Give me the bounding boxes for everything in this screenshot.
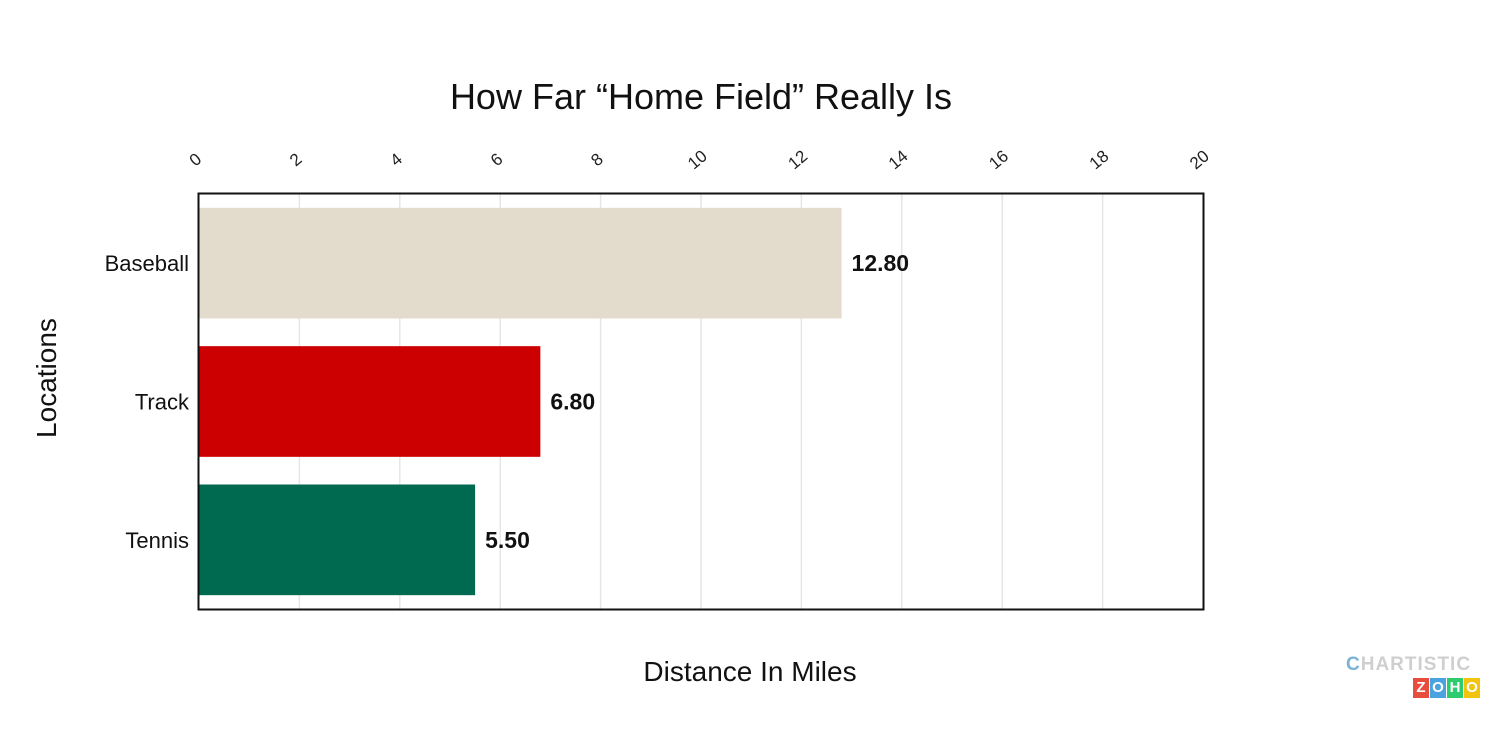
x-tick-label: 4 <box>387 149 406 170</box>
zoho-letter: H <box>1447 678 1463 698</box>
data-label: 5.50 <box>485 527 530 553</box>
x-tick-label: 0 <box>186 149 205 170</box>
plot-area-border <box>197 192 1205 611</box>
bar-track[interactable] <box>199 346 541 457</box>
x-axis-ticks: 0 2 4 6 8 10 12 14 16 18 20 <box>186 146 1213 173</box>
bar-tennis[interactable] <box>199 484 476 596</box>
chart-title: How Far “Home Field” Really Is <box>450 76 952 117</box>
category-label: Baseball <box>105 251 189 276</box>
x-tick-label: 10 <box>684 146 711 173</box>
x-axis-title: Distance In Miles <box>643 656 856 687</box>
x-tick-label: 2 <box>286 149 305 170</box>
data-labels: 12.80 6.80 5.50 <box>485 250 909 553</box>
x-tick-label: 6 <box>487 149 506 170</box>
zoho-letter: O <box>1430 678 1446 698</box>
zoho-letter: Z <box>1413 678 1429 698</box>
zoho-letter: O <box>1464 678 1480 698</box>
watermark-rest: HARTISTIC <box>1360 654 1472 675</box>
x-tick-label: 18 <box>1086 146 1113 173</box>
watermark-text: CHARTISTIC <box>1346 654 1472 675</box>
x-tick-label: 20 <box>1186 146 1213 173</box>
data-label: 6.80 <box>550 389 595 415</box>
y-axis-title: Locations <box>31 318 62 438</box>
x-tick-label: 14 <box>885 146 912 173</box>
data-label: 12.80 <box>852 250 910 276</box>
x-tick-label: 8 <box>587 149 606 170</box>
bars <box>199 207 842 596</box>
category-label: Tennis <box>125 528 189 553</box>
x-tick-label: 12 <box>785 146 812 173</box>
x-tick-label: 16 <box>985 146 1012 173</box>
category-labels: Baseball Track Tennis <box>105 251 190 553</box>
category-label: Track <box>135 390 190 415</box>
bar-baseball[interactable] <box>199 207 842 319</box>
